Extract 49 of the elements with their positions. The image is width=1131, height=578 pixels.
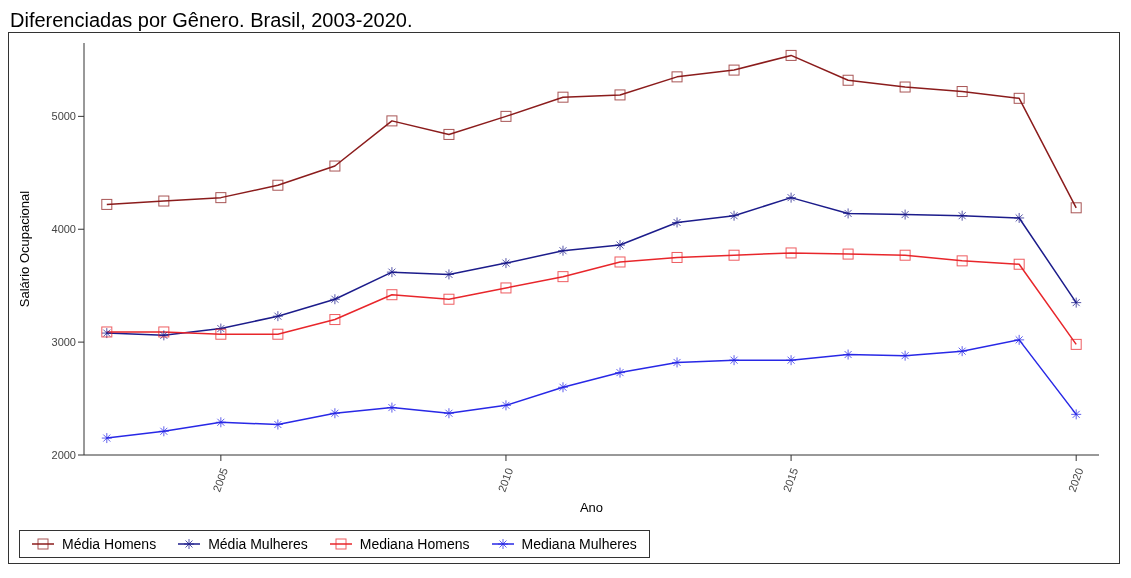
point xyxy=(1013,258,1025,270)
point xyxy=(500,110,512,122)
point xyxy=(1013,92,1025,104)
legend-label: Média Homens xyxy=(61,536,157,552)
point xyxy=(158,195,170,207)
point xyxy=(557,91,569,103)
point xyxy=(956,86,968,98)
point xyxy=(899,249,911,261)
point xyxy=(899,81,911,93)
point xyxy=(1070,202,1082,214)
point xyxy=(614,89,626,101)
x-tick-label: 2005 xyxy=(210,466,231,494)
point xyxy=(101,198,113,210)
point xyxy=(1070,338,1082,350)
point xyxy=(728,64,740,76)
point xyxy=(386,115,398,127)
legend-label: Mediana Mulheres xyxy=(520,536,637,552)
y-tick-label: 5000 xyxy=(51,110,76,123)
x-tick-label: 2010 xyxy=(495,466,516,494)
legend-label: Média Mulheres xyxy=(207,536,308,552)
point xyxy=(557,271,569,283)
x-axis-title: Ano xyxy=(579,500,604,515)
point xyxy=(329,314,341,326)
point xyxy=(215,192,227,204)
point xyxy=(842,74,854,86)
point xyxy=(785,49,797,61)
point xyxy=(671,251,683,263)
point xyxy=(443,293,455,305)
x-tick-label: 2020 xyxy=(1065,466,1086,494)
point xyxy=(272,328,284,340)
point xyxy=(215,328,227,340)
point xyxy=(671,71,683,83)
y-tick-label: 2000 xyxy=(51,448,76,461)
x-tick-label: 2015 xyxy=(780,466,801,494)
point xyxy=(386,289,398,301)
point xyxy=(614,256,626,268)
chart-title: Diferenciadas por Gênero. Brasil, 2003-2020. xyxy=(10,8,414,32)
legend-label: Mediana Homens xyxy=(358,536,470,552)
y-axis-title: Salário Ocupacional xyxy=(16,190,32,308)
point xyxy=(272,179,284,191)
point xyxy=(500,282,512,294)
point xyxy=(728,249,740,261)
point xyxy=(842,248,854,260)
point xyxy=(956,255,968,267)
y-tick-label: 3000 xyxy=(51,336,76,349)
y-tick-label: 4000 xyxy=(51,223,76,236)
point xyxy=(443,128,455,140)
point xyxy=(329,160,341,172)
point xyxy=(785,247,797,259)
